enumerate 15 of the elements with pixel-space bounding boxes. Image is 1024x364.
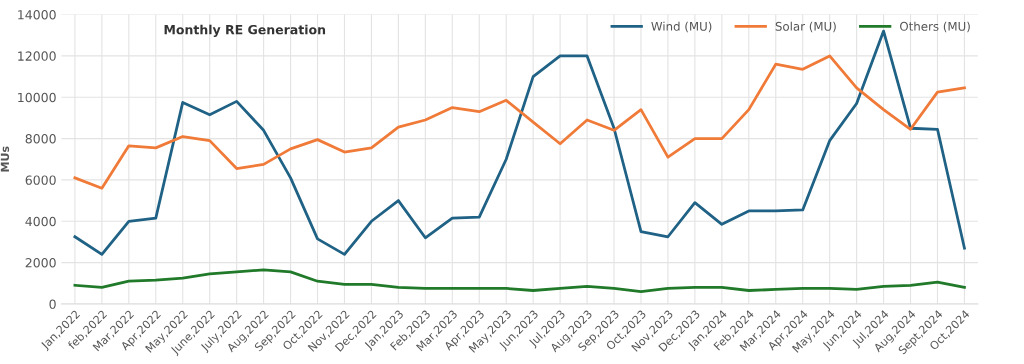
text: Monthly RE Generation [164,24,326,37]
y-tick-label: 14000 [18,10,56,20]
y-tick-label: 12000 [18,51,56,61]
legend-label: Others (MU) [900,21,970,33]
y-tick-label: 2000 [25,258,56,268]
y-tick-label: 0 [49,299,56,309]
legend-label: Wind (MU) [651,21,712,33]
y-tick-label: 10000 [18,92,56,103]
line-series [73,268,966,293]
y-tick-label: 8000 [25,134,56,144]
y-tick-label: 6000 [25,175,56,185]
y-axis-title: MUs [0,146,10,172]
line-series [73,54,966,190]
legend-label: Solar (MU) [775,21,836,33]
y-tick-label: 4000 [25,216,56,227]
